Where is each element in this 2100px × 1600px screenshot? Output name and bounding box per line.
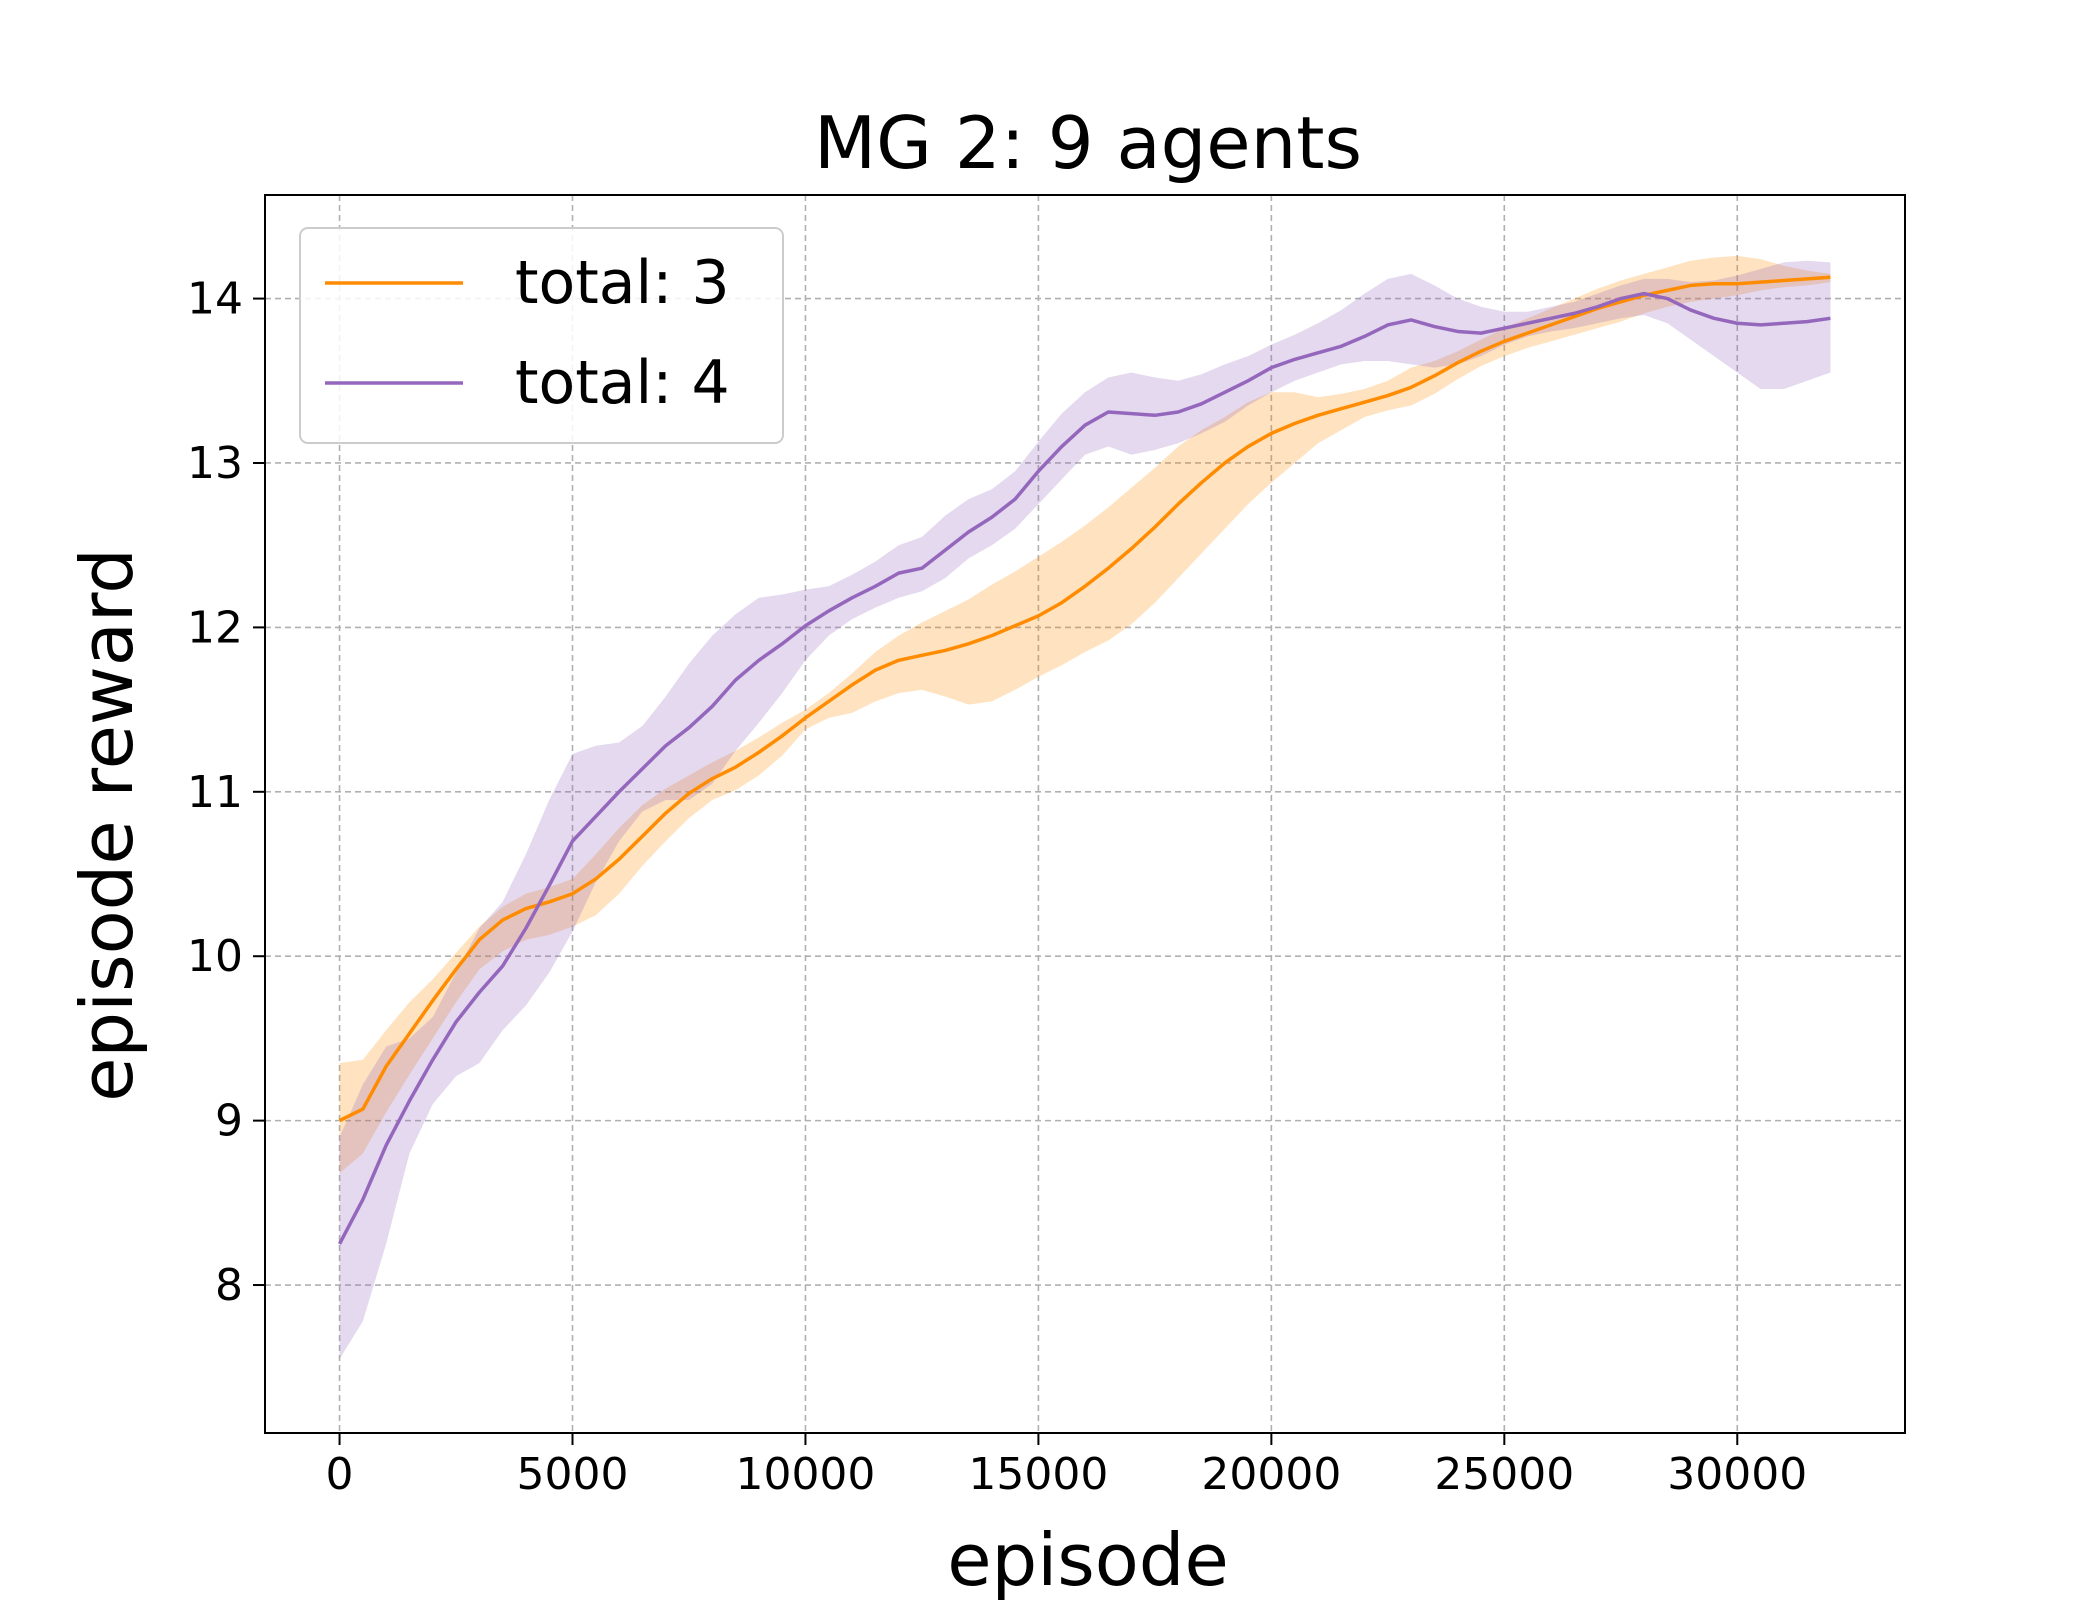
x-tick-label: 25000 <box>1434 1449 1574 1500</box>
y-axis-label: episode reward <box>65 548 149 1102</box>
legend: total: 3 total: 4 <box>299 227 784 444</box>
legend-label-1: total: 3 <box>515 248 730 318</box>
x-tick-label: 0 <box>326 1449 354 1500</box>
legend-label-2: total: 4 <box>515 348 730 418</box>
y-tick-label: 11 <box>187 767 243 818</box>
y-axis-ticks: 8 9 10 11 12 13 14 <box>187 274 265 1311</box>
x-tick-label: 15000 <box>968 1449 1108 1500</box>
x-tick-label: 10000 <box>735 1449 875 1500</box>
series-1-line <box>338 275 1831 1123</box>
plot-frame <box>264 194 1906 1434</box>
y-tick-label: 12 <box>187 602 243 653</box>
y-tick-label: 13 <box>187 438 243 489</box>
x-tick-label: 5000 <box>517 1449 629 1500</box>
series-lines <box>337 275 1831 1245</box>
y-tick-label: 8 <box>215 1260 243 1311</box>
y-tick-label: 10 <box>187 931 243 982</box>
series-2-band <box>339 260 1831 1360</box>
series-bands <box>339 255 1831 1360</box>
x-axis-label: episode <box>947 1518 1229 1600</box>
y-tick-label: 9 <box>215 1096 243 1147</box>
y-tick-label: 14 <box>187 274 243 325</box>
x-tick-label: 20000 <box>1201 1449 1341 1500</box>
chart-title: MG 2: 9 agents <box>814 101 1362 185</box>
x-tick-label: 30000 <box>1667 1449 1807 1500</box>
x-axis-ticks: 0 5000 10000 15000 20000 25000 30000 <box>326 1433 1807 1500</box>
grid-lines <box>265 195 1905 1433</box>
series-2-line <box>337 291 1831 1245</box>
